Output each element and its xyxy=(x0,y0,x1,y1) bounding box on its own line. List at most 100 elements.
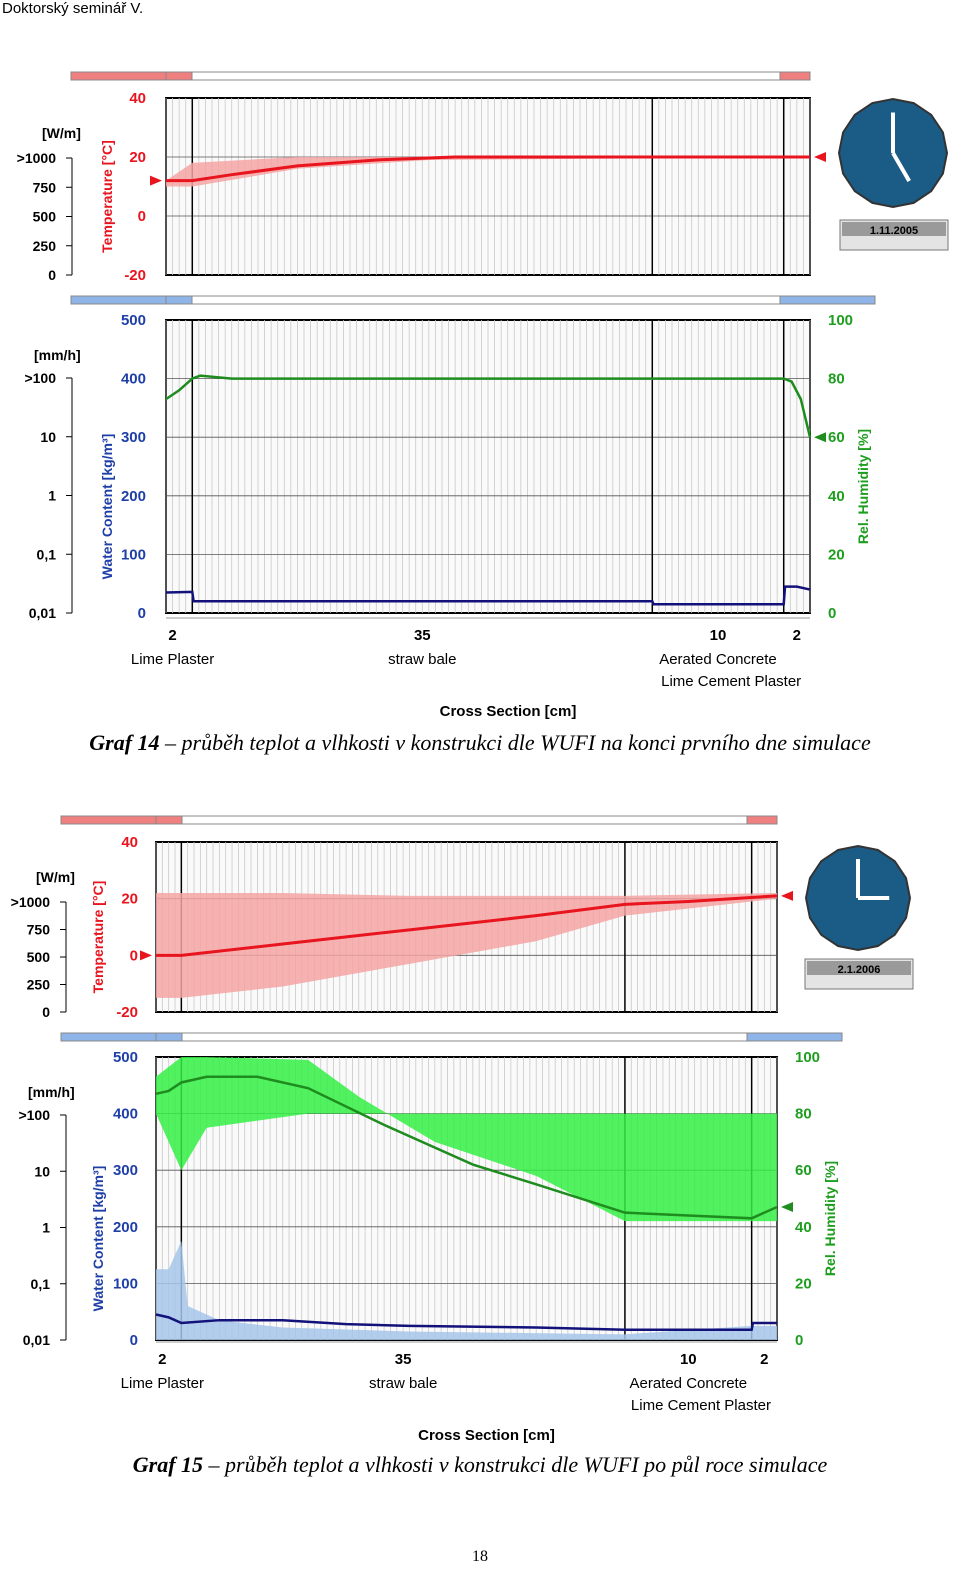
rel-humidity-tick-label: 0 xyxy=(828,605,836,622)
layer-name: Lime Plaster xyxy=(121,1375,204,1392)
rain-tick-label: >100 xyxy=(24,370,56,386)
surface-bar xyxy=(165,295,811,305)
surface-bar xyxy=(155,1032,778,1042)
temperature-tick-label: 40 xyxy=(121,834,138,851)
surface-arrow-right xyxy=(746,815,778,825)
water-content-tick-label: 200 xyxy=(121,488,146,505)
layer-thickness: 2 xyxy=(760,1351,768,1368)
water-content-tick-label: 400 xyxy=(121,371,146,388)
surface-temp-marker-right xyxy=(814,152,826,162)
layer-thickness: 35 xyxy=(395,1351,412,1368)
surface-bar xyxy=(155,815,778,825)
layer-name: straw bale xyxy=(388,651,456,668)
layer-name: straw bale xyxy=(369,1375,437,1392)
surface-arrow-left xyxy=(70,295,167,305)
temperature-tick-label: 0 xyxy=(138,208,146,225)
caption-text: – průběh teplot a vlhkosti v konstrukci … xyxy=(165,730,871,755)
humidity-range-band xyxy=(156,1057,777,1222)
water-content-axis-label: Water Content [kg/m³] xyxy=(99,434,115,580)
rel-humidity-tick-label: 60 xyxy=(795,1162,812,1179)
temperature-range-band xyxy=(156,893,777,998)
date-field xyxy=(807,961,911,975)
rel-humidity-tick-label: 100 xyxy=(828,312,853,329)
layer-name: Lime Plaster xyxy=(131,651,214,668)
water-content-tick-label: 200 xyxy=(113,1219,138,1236)
figure-graf-14: [W/m] >1000 750 500 250 0 Temperature [°C] 40 20… xyxy=(0,40,960,730)
layer-thickness: 35 xyxy=(414,627,431,644)
caption-graf-14: Graf 14 – průběh teplot a vlhkosti v kon… xyxy=(0,730,960,756)
temperature-line xyxy=(166,155,810,183)
layer-name: Lime Cement Plaster xyxy=(631,1397,771,1414)
rel-humidity-tick-label: 20 xyxy=(828,546,845,563)
flux-tick-label: 750 xyxy=(27,922,51,938)
water-content-tick-label: 0 xyxy=(130,1332,138,1349)
rain-tick-label: 10 xyxy=(40,429,56,445)
temperature-tick-label: 40 xyxy=(129,90,146,107)
temperature-tick-label: 0 xyxy=(130,947,138,964)
water-content-line xyxy=(155,1313,777,1332)
rain-tick-label: 10 xyxy=(34,1163,50,1179)
rain-tick-label: 0,1 xyxy=(37,546,57,562)
surface-marker xyxy=(165,71,193,81)
water-content-tick-label: 100 xyxy=(121,546,146,563)
surface-temp-marker-left xyxy=(150,175,162,186)
flux-tick-label: >1000 xyxy=(17,150,57,166)
surface-temp-marker-right xyxy=(781,890,793,901)
rel-humidity-tick-label: 100 xyxy=(795,1049,820,1066)
x-axis-label: Cross Section [cm] xyxy=(418,1427,555,1444)
rel-humidity-tick-label: 20 xyxy=(795,1275,812,1292)
date-field xyxy=(842,222,946,236)
rain-tick-label: 1 xyxy=(42,1220,50,1236)
rel-humidity-tick-label: 40 xyxy=(828,488,845,505)
surface-arrow-right xyxy=(779,71,811,81)
rain-tick-label: >100 xyxy=(18,1107,50,1123)
rel-humidity-tick-label: 80 xyxy=(828,371,845,388)
flux-tick-label: 0 xyxy=(42,1004,50,1020)
rel-humidity-line xyxy=(165,374,812,438)
water-content-tick-label: 300 xyxy=(113,1162,138,1179)
flux-tick-label: 250 xyxy=(27,977,51,993)
water-content-tick-label: 0 xyxy=(138,605,146,622)
surface-marker xyxy=(155,1032,183,1042)
water-content-tick-label: 300 xyxy=(121,429,146,446)
flux-tick-label: 500 xyxy=(27,949,51,965)
flux-tick-label: 750 xyxy=(33,179,57,195)
flux-axis-label: [W/m] xyxy=(42,125,81,141)
surface-arrow-left xyxy=(60,815,157,825)
layer-thickness: 2 xyxy=(168,627,176,644)
rel-humidity-tick-label: 80 xyxy=(795,1106,812,1123)
layer-thickness: 2 xyxy=(793,627,801,644)
water-content-axis-label: Water Content [kg/m³] xyxy=(90,1166,106,1312)
temperature-axis-label: Temperature [°C] xyxy=(90,881,106,994)
water-content-line xyxy=(165,585,811,606)
flux-tick-label: 0 xyxy=(48,267,56,283)
surface-rh-marker-right xyxy=(814,432,826,443)
surface-marker xyxy=(165,295,193,305)
caption-text: – průběh teplot a vlhkosti v konstrukci … xyxy=(208,1452,828,1477)
layer-name: Lime Cement Plaster xyxy=(661,673,801,690)
temperature-tick-label: 20 xyxy=(129,149,146,166)
layer-name: Aerated Concrete xyxy=(659,651,777,668)
water-content-tick-label: 400 xyxy=(113,1106,138,1123)
flux-tick-label: >1000 xyxy=(11,894,51,910)
surface-arrow-left xyxy=(60,1032,157,1042)
temperature-tick-label: -20 xyxy=(124,267,146,284)
layer-thickness: 2 xyxy=(158,1351,166,1368)
flux-tick-label: 500 xyxy=(33,209,57,225)
surface-marker xyxy=(155,815,183,825)
rain-tick-label: 1 xyxy=(48,488,56,504)
layer-name: Aerated Concrete xyxy=(629,1375,747,1392)
flux-tick-label: 250 xyxy=(33,238,57,254)
caption-number: Graf 14 xyxy=(89,730,160,755)
layer-thickness: 10 xyxy=(680,1351,697,1368)
surface-temp-marker-left xyxy=(140,950,152,961)
caption-graf-15: Graf 15 – průběh teplot a vlhkosti v kon… xyxy=(0,1452,960,1478)
clock-hour-hand xyxy=(891,151,911,183)
rel-humidity-axis-label: Rel. Humidity [%] xyxy=(822,1161,838,1276)
rain-tick-label: 0,01 xyxy=(23,1332,50,1348)
date-text: 2.1.2006 xyxy=(838,964,881,976)
figure-graf-15: [W/m] >1000 750 500 250 0 Temperature [°C] 40 20… xyxy=(0,790,960,1450)
water-content-tick-label: 100 xyxy=(113,1275,138,1292)
